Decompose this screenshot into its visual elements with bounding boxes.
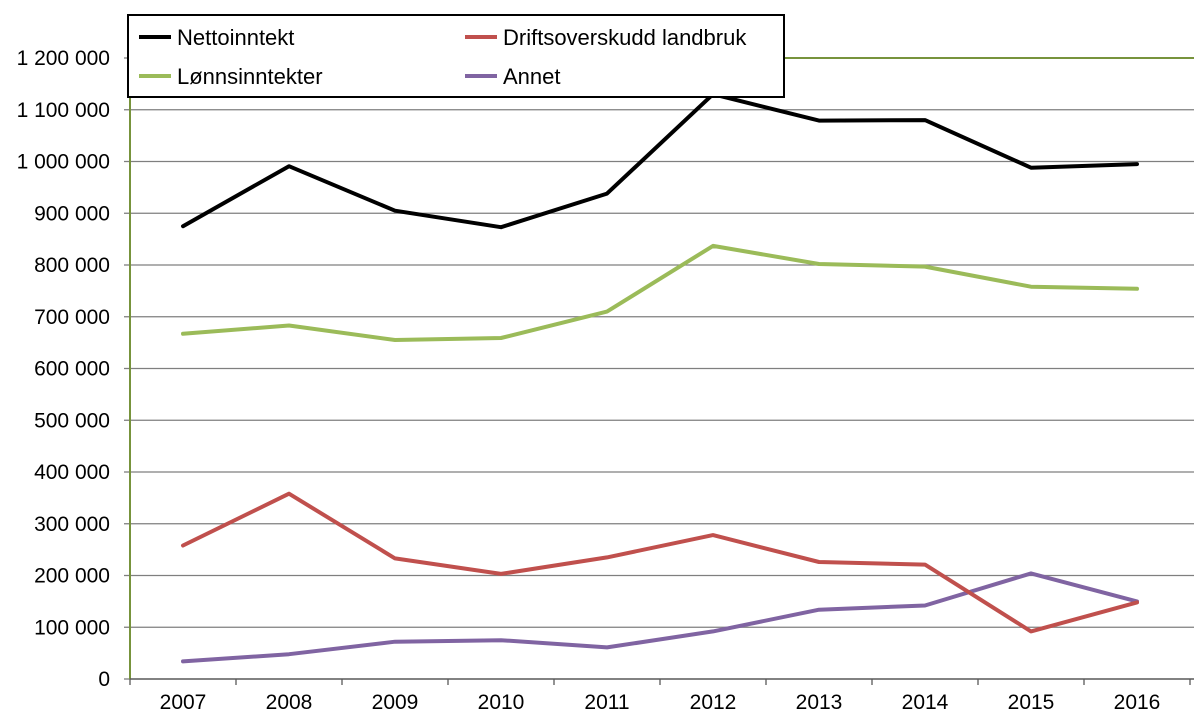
x-tick-label: 2010 [478, 691, 525, 714]
legend-label: Annet [503, 64, 561, 89]
x-tick-label: 2012 [690, 691, 737, 714]
y-tick-label: 400 000 [34, 461, 110, 484]
axes: 0 100 000 200 000 300 000 400 000 500 000 600 … [17, 47, 1194, 714]
x-tick-label: 2015 [1008, 691, 1055, 714]
series-lines [181, 92, 1139, 664]
y-tick-label: 1 200 000 [17, 47, 110, 70]
y-tick-label: 1 100 000 [17, 99, 110, 122]
x-tick-label: 2011 [584, 691, 629, 714]
y-tick-label: 600 000 [34, 358, 110, 381]
series-line-driftsoverskudd-landbruk [181, 491, 1139, 634]
series-line-l-nnsinntekter [181, 243, 1139, 342]
x-tick-label: 2013 [796, 691, 843, 714]
y-tick-label: 200 000 [34, 565, 110, 588]
y-tick-label: 1 000 000 [17, 151, 110, 174]
y-tick-label: 700 000 [34, 306, 110, 329]
y-tick-label: 500 000 [34, 409, 110, 432]
legend-box [127, 14, 785, 98]
y-tick-label: 100 000 [34, 616, 110, 639]
x-tick-label: 2008 [266, 691, 313, 714]
x-tick-label: 2014 [902, 691, 949, 714]
series-line-nettoinntekt [181, 92, 1139, 230]
x-tick-label: 2007 [160, 691, 207, 714]
y-tick-label: 800 000 [34, 254, 110, 277]
x-tick-label: 2009 [372, 691, 419, 714]
legend-label: Nettoinntekt [177, 25, 294, 50]
y-tick-label: 900 000 [34, 202, 110, 225]
y-tick-label: 0 [98, 668, 110, 691]
series-line-annet [181, 571, 1139, 664]
legend-label: Driftsoverskudd landbruk [503, 25, 747, 50]
legend: Nettoinntekt Driftsoverskudd landbruk Lønn… [127, 14, 785, 98]
x-tick-label: 2016 [1114, 691, 1161, 714]
legend-label: Lønnsinntekter [177, 64, 323, 89]
y-tick-label: 300 000 [34, 513, 110, 536]
